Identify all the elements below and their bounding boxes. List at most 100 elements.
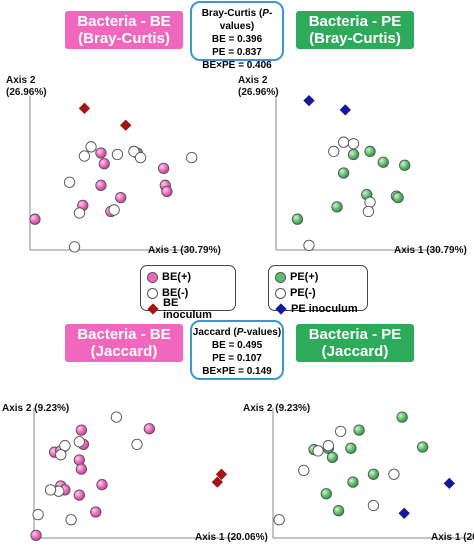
bray-be-positive-point-0 bbox=[95, 147, 107, 159]
jaccard-pe-positive-point-1 bbox=[353, 424, 365, 436]
stats-jaccard: Jaccard (P-values) BE = 0.495 PE = 0.107… bbox=[190, 320, 284, 380]
jaccard-be-positive-point-5 bbox=[73, 454, 85, 466]
legend-pe-neg-label: PE(-) bbox=[290, 287, 316, 299]
badge-bray-pe-line2: (Bray-Curtis) bbox=[309, 30, 401, 47]
legend-pe-pos-label: PE(+) bbox=[290, 271, 319, 283]
jaccard-be-positive-point-6 bbox=[75, 463, 88, 475]
bray-be-ylabel-line2: (26.96%) bbox=[6, 87, 47, 98]
legend-be-inoc: BE inoculum bbox=[147, 297, 229, 321]
jaccard-pe-negative-point-1 bbox=[322, 440, 334, 452]
jaccard-pe-negative-point-3 bbox=[298, 464, 310, 477]
jaccard-be-negative-point-0 bbox=[110, 411, 123, 423]
badge-jaccard-pe: Bacteria - PE (Jaccard) bbox=[296, 324, 414, 362]
bray-be-negative-point-5 bbox=[186, 151, 198, 164]
bray-be-negative-point-4 bbox=[134, 151, 147, 164]
bray-pe-ylabel-line2: (26.96%) bbox=[238, 87, 279, 98]
bray-pe-negative-point-5 bbox=[303, 239, 315, 252]
stats-jaccard-pe: PE = 0.107 bbox=[212, 353, 262, 364]
bray-pe-negative-point-2 bbox=[347, 138, 360, 150]
bray-be-negative-point-7 bbox=[73, 207, 86, 219]
legend-pe-neg-symbol bbox=[275, 287, 286, 299]
bray-be-negative-point-2 bbox=[111, 148, 124, 161]
jaccard-be-negative-point-3 bbox=[55, 449, 67, 461]
bray-pe-positive-point-9 bbox=[392, 191, 404, 204]
badge-jaccard-be-line1: Bacteria - BE bbox=[77, 326, 171, 343]
bray-pe-positive-point-7 bbox=[331, 201, 343, 213]
jaccard-pe-negative-point-6 bbox=[273, 514, 285, 526]
stats-bray-bexpe: BE×PE = 0.406 bbox=[202, 60, 272, 71]
jaccard-pe-positive-point-4 bbox=[345, 442, 357, 454]
bray-pe-positive-point-8 bbox=[291, 213, 304, 225]
bray-be-positive-point-1 bbox=[98, 158, 110, 170]
jaccard-pe-inoculum-point-1 bbox=[398, 507, 410, 519]
bray-pe-positive-point-3 bbox=[399, 159, 411, 171]
bray-pe-inoculum-point-1 bbox=[339, 104, 351, 116]
jaccard-pe-positive-point-9 bbox=[320, 488, 332, 500]
legend-pe-inoc: PE inoculum bbox=[275, 301, 361, 317]
jaccard-be-ylabel: Axis 2 (9.23%) bbox=[2, 403, 69, 414]
jaccard-pe-positive-point-0 bbox=[396, 411, 408, 423]
stats-bray-be: BE = 0.396 bbox=[211, 34, 263, 45]
bray-pe-positive-point-2 bbox=[377, 156, 389, 168]
bray-pe-inoculum-point-0 bbox=[303, 94, 315, 107]
bray-be-positive-point-7 bbox=[29, 213, 41, 225]
bray-be-ylabel-line1: Axis 2 bbox=[6, 75, 36, 86]
jaccard-pe-positive-point-7 bbox=[367, 468, 380, 480]
bray-be-inoculum-point-0 bbox=[78, 102, 91, 114]
legend-be: BE(+) BE(-) BE inoculum bbox=[140, 265, 236, 321]
legend-be-pos: BE(+) bbox=[147, 269, 229, 285]
jaccard-be-negative-point-6 bbox=[44, 484, 57, 496]
bray-be-positive-point-3 bbox=[115, 191, 127, 204]
jaccard-pe-negative-point-4 bbox=[388, 468, 400, 480]
jaccard-be-negative-point-4 bbox=[131, 438, 143, 451]
stats-jaccard-title: Jaccard (P-values) bbox=[192, 327, 282, 338]
jaccard-pe-positive-point-2 bbox=[416, 441, 429, 453]
legend-be-pos-label: BE(+) bbox=[162, 271, 192, 283]
badge-bray-pe-line1: Bacteria - PE bbox=[308, 13, 402, 30]
bray-pe-negative-point-3 bbox=[364, 196, 376, 208]
jaccard-pe-negative-point-5 bbox=[367, 499, 380, 512]
badge-jaccard-pe-line1: Bacteria - PE bbox=[308, 326, 402, 343]
jaccard-be-negative-point-1 bbox=[73, 436, 85, 448]
bray-pe-negative-point-0 bbox=[337, 136, 350, 148]
bray-be-negative-point-6 bbox=[108, 204, 120, 216]
bray-be-negative-point-1 bbox=[78, 150, 91, 162]
legend-be-neg-symbol bbox=[147, 287, 158, 299]
legend-be-inoc-label: BE inoculum bbox=[163, 297, 212, 321]
jaccard-be-negative-point-8 bbox=[32, 508, 44, 521]
badge-jaccard-be: Bacteria - BE (Jaccard) bbox=[65, 324, 183, 362]
bray-be-negative-point-0 bbox=[85, 141, 97, 153]
legend-pe-pos: PE(+) bbox=[275, 269, 361, 285]
jaccard-be-inoculum-point-1 bbox=[211, 476, 223, 488]
bray-pe-negative-point-4 bbox=[362, 205, 375, 218]
legend-be-neg: BE(-) bbox=[147, 285, 229, 301]
stats-bray-curtis: Bray-Curtis (P-values) BE = 0.396 PE = 0… bbox=[190, 1, 284, 71]
legend-pe: PE(+) PE(-) PE inoculum bbox=[268, 265, 368, 315]
badge-jaccard-pe-line2: (Jaccard) bbox=[321, 343, 389, 360]
legend-pe-pos-symbol bbox=[275, 271, 286, 283]
bray-pe-positive-point-0 bbox=[347, 148, 360, 161]
stats-jaccard-be: BE = 0.495 bbox=[211, 340, 263, 351]
badge-jaccard-be-line2: (Jaccard) bbox=[90, 343, 158, 360]
jaccard-be-positive-point-2 bbox=[143, 423, 156, 435]
jaccard-be-negative-point-2 bbox=[59, 440, 71, 452]
bray-pe-negative-point-1 bbox=[328, 145, 340, 158]
bray-be-positive-point-6 bbox=[161, 185, 173, 198]
jaccard-be-positive-point-0 bbox=[75, 424, 88, 436]
jaccard-pe-negative-point-2 bbox=[312, 445, 324, 457]
bray-be-positive-point-4 bbox=[157, 162, 170, 175]
badge-bray-pe: Bacteria - PE (Bray-Curtis) bbox=[296, 11, 414, 49]
jaccard-be-positive-point-9 bbox=[73, 489, 85, 501]
legend-be-neg-label: BE(-) bbox=[162, 287, 189, 299]
jaccard-pe-positive-point-8 bbox=[347, 476, 359, 488]
bray-be-positive-point-10 bbox=[95, 179, 107, 191]
bray-pe-positive-point-4 bbox=[337, 167, 350, 179]
jaccard-pe-negative-point-0 bbox=[334, 425, 347, 438]
jaccard-pe-inoculum-point-0 bbox=[443, 477, 455, 490]
jaccard-pe-ylabel: Axis 2 (9.23%) bbox=[243, 403, 310, 414]
jaccard-be-positive-point-11 bbox=[90, 506, 102, 518]
bray-pe-ylabel-line1: Axis 2 bbox=[238, 75, 268, 86]
stats-bray-title: Bray-Curtis (P-values) bbox=[201, 8, 273, 32]
jaccard-be-negative-point-7 bbox=[65, 514, 77, 526]
